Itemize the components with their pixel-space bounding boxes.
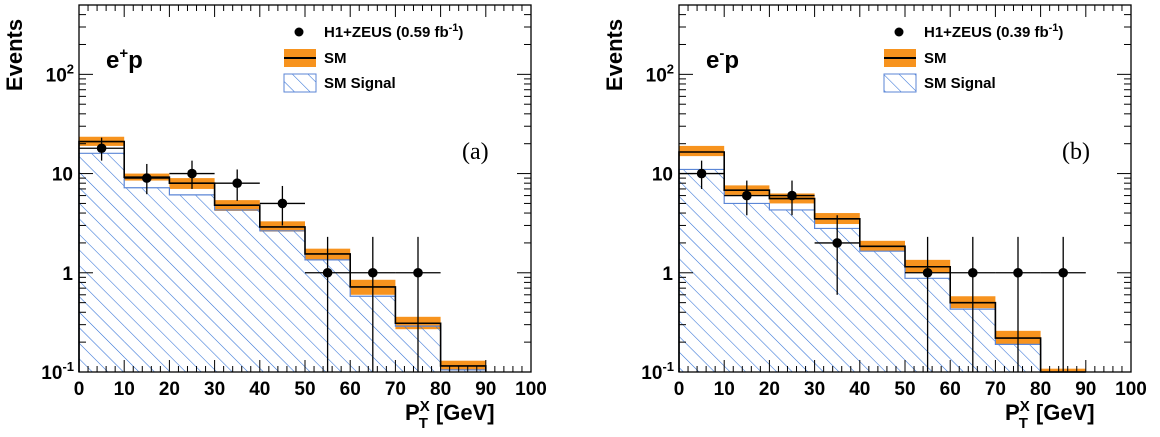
legend-label: H1+ZEUS (0.39 fb-1) (924, 22, 1063, 41)
signal-bar (259, 230, 305, 372)
data-point (232, 178, 242, 188)
legend-signal-swatch (883, 73, 917, 93)
y-axis-title: Events (2, 19, 27, 91)
data-point (1058, 267, 1068, 278)
signal-bar (169, 194, 215, 372)
x-tick-label: 100 (1115, 379, 1147, 400)
data-point (96, 143, 107, 154)
signal-bar (214, 209, 260, 372)
legend-label: H1+ZEUS (0.59 fb-1) (324, 22, 463, 41)
legend-label: SM Signal (324, 75, 396, 92)
x-tick-label: 40 (249, 379, 270, 400)
y-tick-label: 10-1 (41, 359, 74, 384)
data-point (413, 267, 423, 278)
x-tick-label: 80 (1030, 379, 1051, 400)
signal-outline (678, 168, 1086, 373)
panel-label: (b) (1062, 139, 1090, 165)
data-point (922, 267, 933, 278)
y-tick-label: 10 (52, 165, 73, 186)
panel-label: (a) (462, 139, 489, 165)
data-point (322, 267, 333, 278)
x-tick-label: 90 (1075, 379, 1096, 400)
y-tick-label: 1 (62, 264, 73, 285)
x-axis-title: PX T [GeV] (405, 398, 495, 432)
legend-label: SM Signal (924, 75, 996, 92)
signal-bar (769, 209, 815, 372)
x-axis-title: PX T [GeV] (1005, 398, 1095, 432)
x-tick-label: 60 (940, 379, 961, 400)
x-tick-label: 10 (114, 379, 135, 400)
x-tick-label: 20 (159, 379, 180, 400)
data-point (968, 267, 978, 278)
x-tick-label: 90 (475, 379, 496, 400)
data-point (1013, 267, 1023, 278)
y-tick-label: 102 (46, 61, 74, 86)
data-point (742, 190, 752, 201)
data-point (277, 198, 288, 209)
data-point (787, 190, 797, 201)
x-tick-label: 0 (674, 379, 685, 400)
legend-signal-swatch (283, 73, 317, 93)
y-axis-title: Events (602, 19, 627, 91)
x-tick-label: 10 (714, 379, 735, 400)
beam-label: e+p (106, 45, 143, 74)
y-tick-label: 10-1 (641, 359, 674, 384)
legend-data-marker (894, 27, 904, 37)
panel-b: 0 10 20 30 40 50 60 70 80 90 100 10-1 1 10 102 Events PX… (602, 4, 1147, 432)
data-point (187, 168, 197, 179)
signal-bar (440, 369, 486, 372)
sm-band-bar (679, 145, 725, 157)
legend-label: SM (324, 50, 347, 67)
x-tick-label: 30 (804, 379, 825, 400)
x-tick-label: 70 (985, 379, 1006, 400)
signal-bar (124, 187, 170, 372)
y-tick-label: 10 (652, 165, 673, 186)
panel-a: 0 10 20 30 40 50 60 70 80 90 100 10-1 1 10 102 Events PX… (2, 4, 547, 432)
data-point (696, 168, 707, 179)
signal-bar (679, 169, 725, 372)
sm-line (678, 151, 1086, 373)
signal-bar (79, 153, 125, 372)
signal-bar (859, 251, 905, 372)
x-tick-label: 70 (385, 379, 406, 400)
x-tick-label: 60 (340, 379, 361, 400)
signal-outline (78, 152, 487, 372)
x-tick-label: 50 (294, 379, 315, 400)
data-point (142, 173, 152, 183)
y-tick-label: 102 (646, 61, 674, 86)
x-tick-label: 50 (894, 379, 915, 400)
sm-line (78, 140, 487, 372)
legend-data-marker (294, 27, 304, 37)
x-tick-label: 30 (204, 379, 225, 400)
beam-label: e-p (706, 45, 739, 74)
x-tick-label: 0 (74, 379, 85, 400)
x-tick-label: 20 (759, 379, 780, 400)
legend-label: SM (924, 50, 947, 67)
x-tick-label: 40 (849, 379, 870, 400)
data-point (832, 238, 842, 248)
x-tick-label: 80 (430, 379, 451, 400)
y-tick-label: 1 (662, 264, 673, 285)
data-point (368, 267, 378, 278)
x-tick-label: 100 (515, 379, 547, 400)
signal-bar (724, 203, 770, 372)
